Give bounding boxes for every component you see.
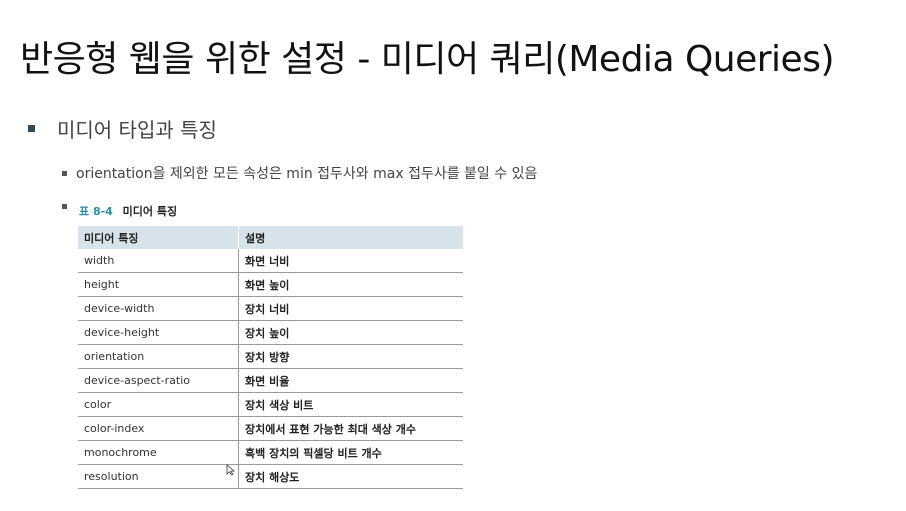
media-features-table: 미디어 특징 설명 width 화면 너비 height 화면 높이 devic… [78, 226, 463, 489]
table-row: device-aspect-ratio 화면 비율 [78, 368, 463, 393]
feature-cell: device-width [78, 296, 239, 321]
table-row: width 화면 너비 [78, 249, 463, 273]
square-bullet-icon [28, 125, 35, 132]
feature-cell: height [78, 272, 239, 297]
feature-cell: device-aspect-ratio [78, 368, 239, 393]
description-cell: 장치 방향 [238, 344, 463, 369]
table-header-row: 미디어 특징 설명 [78, 226, 463, 249]
table-caption: 표 8-4 미디어 특징 [79, 203, 177, 219]
description-cell: 화면 높이 [238, 272, 463, 297]
table-row: height 화면 높이 [78, 272, 463, 297]
description-cell: 화면 비율 [238, 368, 463, 393]
bullet-text: orientation을 제외한 모든 속성은 min 접두사와 max 접두사… [76, 166, 538, 182]
description-cell: 장치 너비 [238, 296, 463, 321]
table-row: monochrome 흑백 장치의 픽셀당 비트 개수 [78, 440, 463, 465]
description-cell: 장치 해상도 [238, 464, 463, 489]
feature-cell: width [78, 249, 239, 273]
feature-cell: orientation [78, 344, 239, 369]
table-row: resolution 장치 해상도 [78, 464, 463, 489]
slide-title: 반응형 웹을 위한 설정 - 미디어 쿼리(Media Queries) [20, 39, 835, 80]
table-row: orientation 장치 방향 [78, 344, 463, 369]
description-cell: 장치 색상 비트 [238, 392, 463, 417]
feature-cell: color-index [78, 416, 239, 441]
feature-cell: color [78, 392, 239, 417]
table-row: color-index 장치에서 표현 가능한 최대 색상 개수 [78, 416, 463, 441]
mouse-pointer-icon [226, 464, 236, 476]
feature-cell: monochrome [78, 440, 239, 465]
table-row: device-width 장치 너비 [78, 296, 463, 321]
table-row: color 장치 색상 비트 [78, 392, 463, 417]
table-number: 표 8-4 [79, 205, 113, 218]
square-bullet-icon [62, 170, 67, 176]
table-name: 미디어 특징 [122, 205, 178, 218]
bullet-media-types: 미디어 타입과 특징 [28, 114, 217, 143]
description-cell: 장치 높이 [238, 320, 463, 345]
description-cell: 흑백 장치의 픽셀당 비트 개수 [238, 440, 463, 465]
column-header-feature: 미디어 특징 [78, 226, 239, 249]
column-header-description: 설명 [238, 226, 463, 249]
feature-cell: device-height [78, 320, 239, 345]
square-bullet-icon [62, 204, 67, 209]
bullet-text: 미디어 타입과 특징 [57, 118, 217, 142]
table-row: device-height 장치 높이 [78, 320, 463, 345]
feature-cell: resolution [78, 464, 239, 489]
bullet-table [62, 204, 67, 209]
description-cell: 장치에서 표현 가능한 최대 색상 개수 [238, 416, 463, 441]
bullet-orientation-note: orientation을 제외한 모든 속성은 min 접두사와 max 접두사… [62, 163, 537, 183]
description-cell: 화면 너비 [238, 249, 463, 273]
